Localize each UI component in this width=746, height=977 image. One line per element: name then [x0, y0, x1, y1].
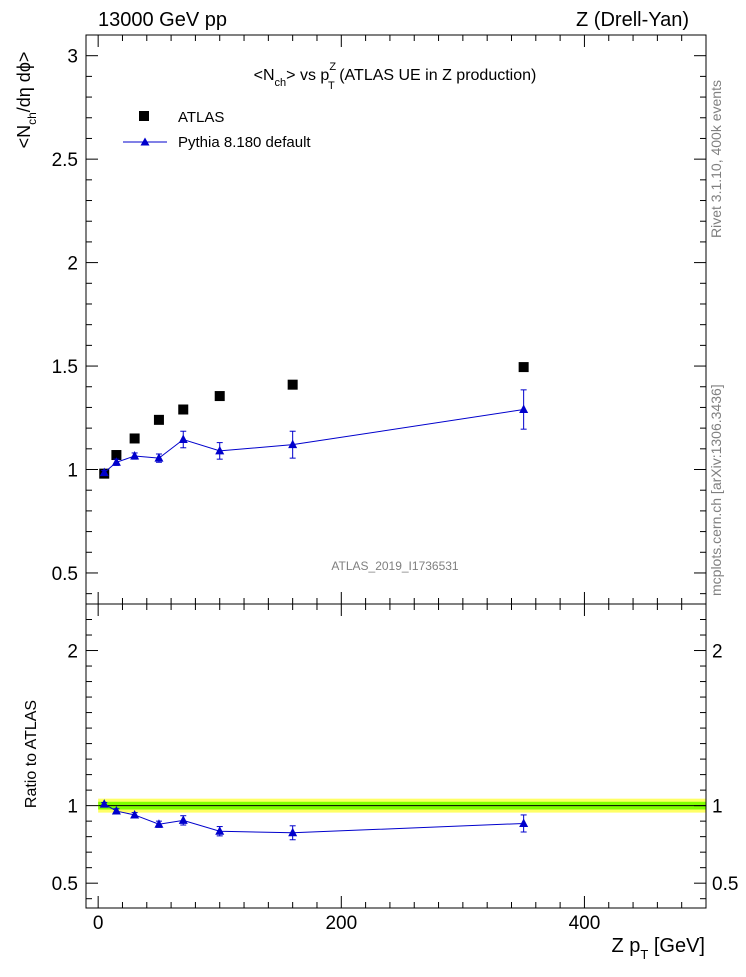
x-tick-label: 0 [93, 913, 104, 934]
ratio-data-point [99, 799, 109, 808]
ratio-y-tick-label-right: 2 [712, 642, 723, 663]
analysis-watermark: ATLAS_2019_I1736531 [331, 559, 459, 573]
plot-title: <Nch> vs pZ T (ATLAS UE in Z production) [254, 61, 537, 92]
atlas-data-point [129, 433, 140, 444]
ratio-data-point [215, 826, 225, 835]
ratio-data-point [130, 809, 140, 819]
ratio-data-point [178, 815, 188, 824]
x-tick-label: 200 [325, 913, 357, 934]
atlas-data-point [178, 404, 189, 415]
atlas-data-point [287, 379, 298, 390]
ratio-y-tick-label-right: 0.5 [712, 874, 738, 895]
y-tick-label: 1 [67, 461, 78, 482]
legend-pythia-marker [140, 137, 150, 146]
ratio-y-tick-label: 2 [67, 642, 78, 663]
y-axis-title: <Nch/dη dϕ> [14, 52, 39, 149]
pythia-data-point [99, 467, 109, 477]
pythia-data-point [130, 451, 140, 460]
pythia-data-point [519, 404, 529, 414]
data-layer [99, 362, 529, 841]
legend: ATLAS Pythia 8.180 default [123, 109, 311, 151]
rivet-label: Rivet 3.1.10, 400k events [708, 80, 724, 238]
mcplots-label: mcplots.cern.ch [arXiv:1306.3436] [708, 384, 724, 596]
ratio-plot-frame [85, 603, 707, 909]
ratio-y-tick-label-right: 1 [712, 797, 723, 818]
atlas-data-point [518, 362, 529, 373]
pythia-data-point [288, 439, 298, 449]
y-tick-label: 1.5 [52, 357, 78, 378]
x-axis-title: Z pT [GeV] [611, 935, 705, 962]
pythia-data-point [154, 453, 164, 462]
pythia-series-line [103, 409, 524, 473]
pythia-data-point [178, 434, 188, 444]
atlas-data-point [214, 391, 225, 402]
header-right: Z (Drell-Yan) [576, 9, 689, 31]
ratio-data-point [288, 827, 298, 837]
ratio-series-line [103, 803, 524, 834]
atlas-data-point [153, 414, 164, 425]
header-left: 13000 GeV pp [98, 9, 227, 31]
legend-atlas-marker [139, 111, 149, 121]
axes-layer: 0 200 400 0.5 1 1.5 2 2.5 3 0.5 0.5 1 1 2 2 [52, 34, 738, 934]
atlas-data-point [111, 450, 122, 461]
ratio-y-axis-title: Ratio to ATLAS [23, 700, 40, 808]
y-tick-label: 3 [67, 47, 78, 68]
legend-atlas-label: ATLAS [178, 109, 224, 126]
y-tick-label: 2.5 [52, 150, 78, 171]
ratio-y-tick-label: 1 [67, 797, 78, 818]
pythia-data-point [215, 445, 225, 455]
ratio-y-tick-label: 0.5 [52, 874, 78, 895]
ratio-data-point [519, 818, 529, 827]
y-tick-label: 2 [67, 254, 78, 275]
pythia-data-point [111, 457, 121, 466]
y-tick-label: 0.5 [52, 564, 78, 585]
x-tick-label: 400 [569, 913, 601, 934]
ratio-data-point [111, 806, 121, 815]
ratio-data-point [154, 819, 164, 828]
legend-pythia-label: Pythia 8.180 default [178, 134, 311, 151]
